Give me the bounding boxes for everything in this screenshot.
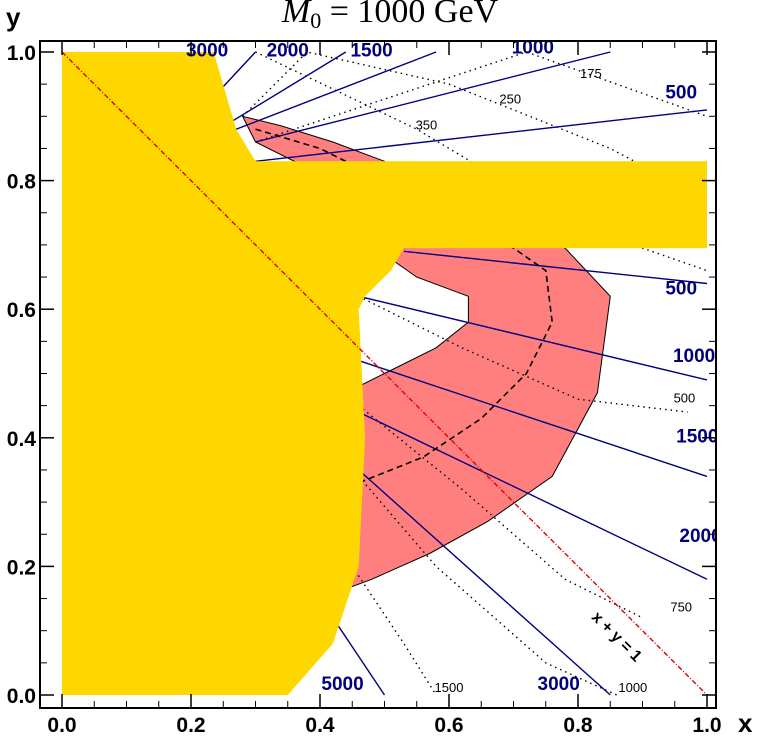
blue-contour-2000 [358, 411, 708, 580]
x-tick-label: 1.0 [692, 714, 721, 736]
blue-contour-1000 [358, 295, 708, 381]
x-tick-label: 0.6 [434, 714, 463, 736]
dotted-label-1000: 1000 [618, 680, 647, 695]
blue-label-1000: 1000 [673, 346, 715, 367]
y-tick-label: 0.8 [7, 171, 37, 194]
dotted-label-750: 750 [670, 600, 692, 615]
blue-label-1500: 1500 [676, 426, 718, 447]
x-tick-label: 0.4 [305, 714, 335, 736]
y-tick-label: 0.0 [7, 685, 36, 708]
blue-contour-500 [255, 109, 708, 162]
dotted-label-1500: 1500 [435, 680, 464, 695]
blue-contour-500 [403, 250, 708, 285]
dashed-contour [255, 128, 554, 497]
x-tick-label: 0.2 [176, 714, 205, 736]
y-tick-label: 0.6 [7, 299, 36, 322]
blue-label-500: 500 [665, 279, 697, 300]
x-axis-title: x [738, 708, 753, 736]
blue-label-2000: 2000 [679, 526, 721, 547]
blue-contour-3000 [358, 469, 611, 696]
diagonal-label: x + y = 1 [588, 609, 645, 666]
blue-label-1500: 1500 [350, 41, 392, 62]
blue-contour-5000 [332, 617, 386, 696]
diagonal-line [61, 51, 708, 696]
x-tick-label: 0.0 [47, 714, 76, 736]
blue-label-1000: 1000 [512, 37, 554, 58]
y-tick-label: 0.2 [7, 556, 36, 579]
chart-title: M0 = 1000 GeV [281, 0, 499, 33]
x-tick-label: 0.8 [563, 714, 593, 736]
dotted-label-350: 350 [416, 117, 438, 132]
y-axis-title: y [6, 2, 21, 32]
dotted-contour-1500 [351, 566, 437, 696]
dotted-label-500: 500 [674, 391, 696, 406]
plot-frame [39, 40, 717, 709]
dotted-contour-500 [358, 295, 688, 413]
blue-contour-2000 [229, 51, 347, 124]
blue-label-500: 500 [665, 82, 697, 103]
blue-label-2000: 2000 [267, 41, 309, 62]
blue-label-3000: 3000 [186, 41, 228, 62]
blue-label-5000: 5000 [321, 674, 363, 695]
dotted-label-250: 250 [499, 92, 521, 107]
y-tick-label: 1.0 [7, 42, 36, 65]
y-tick-label: 0.4 [7, 428, 37, 451]
blue-contour-1000 [255, 51, 611, 143]
dotted-label-175: 175 [580, 66, 602, 81]
dotted-contour-1000 [358, 475, 617, 696]
blue-contour-1500 [358, 359, 708, 478]
dotted-contour-750 [358, 405, 643, 619]
dotted-contour-175 [255, 51, 708, 143]
blue-contour-1500 [235, 51, 437, 130]
blue-label-3000: 3000 [538, 674, 580, 695]
